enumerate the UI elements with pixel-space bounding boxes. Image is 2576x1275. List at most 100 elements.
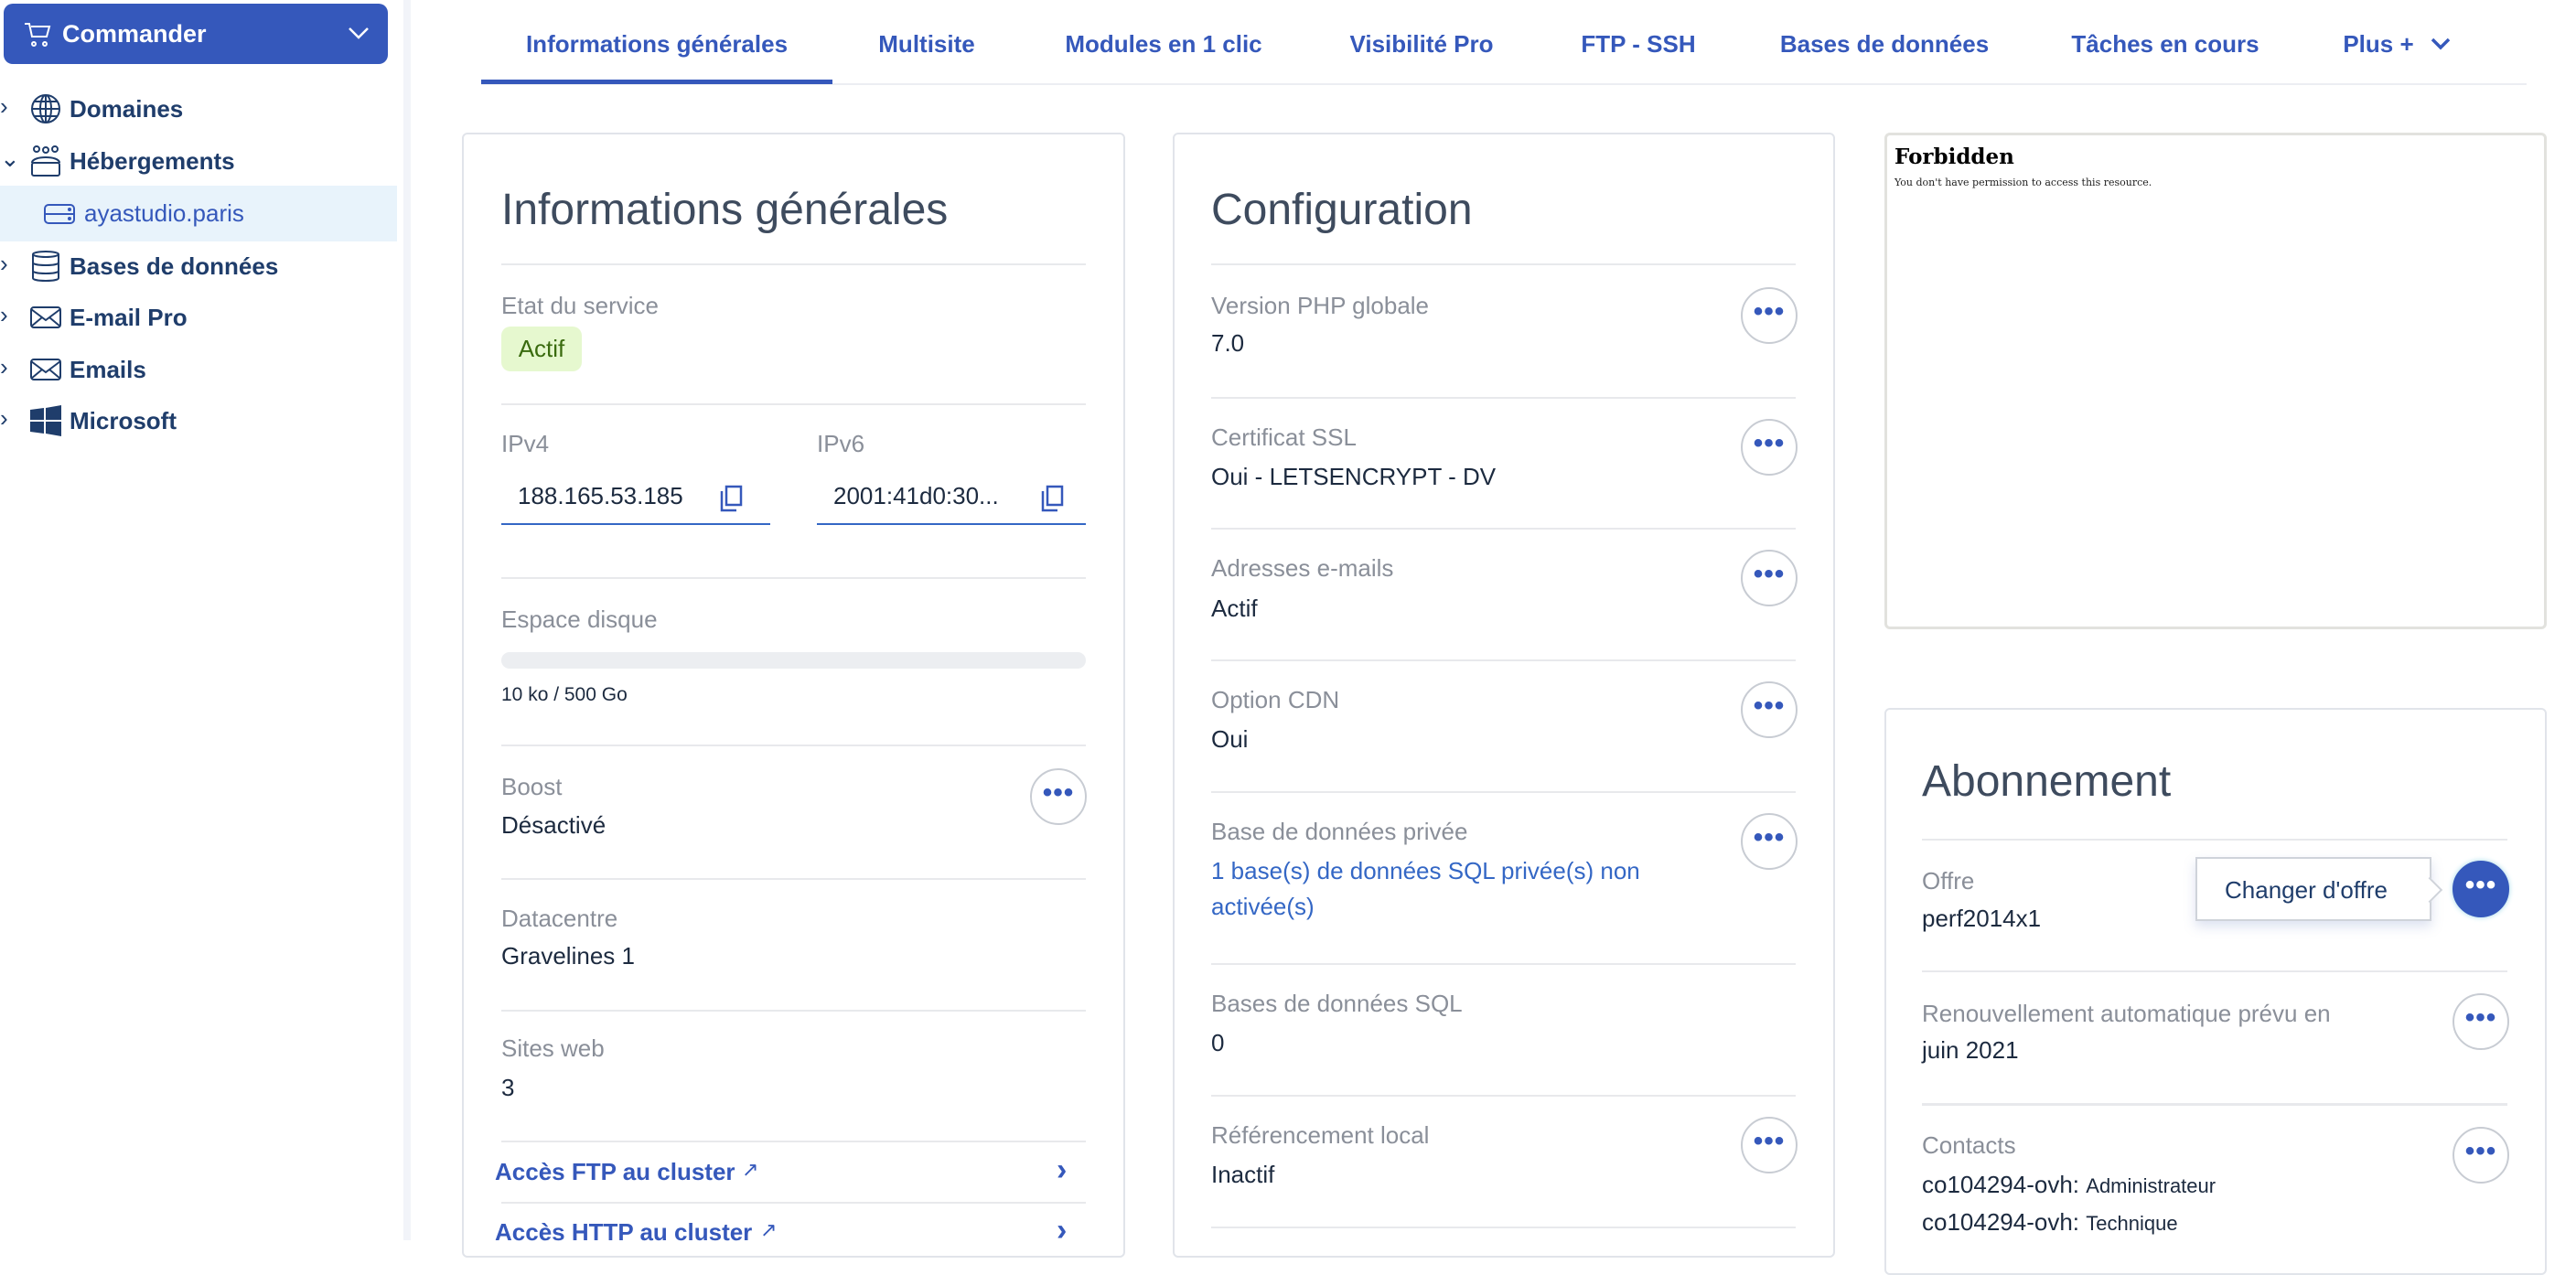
sidebar-item-label: Emails bbox=[70, 356, 146, 383]
general-info-card bbox=[462, 133, 1125, 1258]
php-actions-button[interactable]: ••• bbox=[1741, 287, 1798, 344]
sql-db-label: Bases de données SQL bbox=[1211, 990, 1463, 1017]
status-badge: Actif bbox=[501, 327, 582, 371]
cdn-label: Option CDN bbox=[1211, 686, 1340, 713]
datacenter-value: Gravelines 1 bbox=[501, 942, 635, 970]
chevron-right-icon: › bbox=[0, 250, 8, 277]
service-label: Etat du service bbox=[501, 292, 659, 319]
chevron-down-icon: ⌄ bbox=[0, 145, 20, 172]
subscription-card bbox=[1884, 708, 2547, 1275]
ssl-value: Oui - LETSENCRYPT - DV bbox=[1211, 463, 1497, 490]
tab-taches[interactable]: Tâches en cours bbox=[2071, 30, 2259, 58]
card-title: Abonnement bbox=[1922, 757, 2172, 806]
tab-bases-de-donnees[interactable]: Bases de données bbox=[1779, 30, 1990, 58]
sidebar-item-label: Microsoft bbox=[70, 407, 177, 434]
private-db-actions-button[interactable]: ••• bbox=[1741, 813, 1798, 870]
frame-message: You don't have permission to access this… bbox=[1894, 177, 2152, 188]
mail-icon bbox=[30, 306, 61, 328]
change-offer-menu-item[interactable]: Changer d'offre bbox=[2225, 876, 2388, 904]
copy-icon[interactable] bbox=[1040, 485, 1064, 512]
external-link-icon: ↗ bbox=[760, 1218, 778, 1241]
server-icon bbox=[44, 204, 75, 224]
contacts-label: Contacts bbox=[1922, 1131, 2016, 1159]
contact-item: co104294-ovh: Technique bbox=[1922, 1208, 2178, 1236]
sidebar-item-ayastudio[interactable]: ayastudio.paris bbox=[0, 186, 397, 241]
ipv6-field[interactable]: 2001:41d0:30... bbox=[817, 474, 1086, 525]
ipv4-value: 188.165.53.185 bbox=[518, 482, 683, 509]
chevron-right-icon: › bbox=[0, 404, 8, 432]
ipv6-label: IPv6 bbox=[817, 430, 865, 457]
tab-multisite[interactable]: Multisite bbox=[878, 30, 975, 58]
private-db-link-cont[interactable]: activée(s) bbox=[1211, 893, 1315, 920]
chevron-right-icon: › bbox=[0, 353, 8, 380]
tab-modules[interactable]: Modules en 1 clic bbox=[1065, 30, 1262, 58]
local-seo-actions-button[interactable]: ••• bbox=[1741, 1117, 1798, 1173]
sidebar-item-hebergements[interactable]: ⌄ Hébergements bbox=[0, 135, 397, 187]
offer-actions-button[interactable]: ••• bbox=[2453, 861, 2509, 917]
ftp-cluster-link[interactable]: Accès FTP au cluster ↗ › bbox=[495, 1153, 1086, 1190]
sidebar-item-email-pro[interactable]: › E-mail Pro bbox=[0, 292, 397, 343]
mail-icon bbox=[30, 359, 61, 380]
boost-value: Désactivé bbox=[501, 811, 606, 839]
sites-label: Sites web bbox=[501, 1034, 605, 1062]
http-cluster-link[interactable]: Accès HTTP au cluster ↗ › bbox=[495, 1214, 1086, 1250]
hosting-icon bbox=[31, 145, 60, 177]
php-version-value: 7.0 bbox=[1211, 329, 1245, 357]
sidebar: Commander › Domaines ⌄ Hébergements ayas… bbox=[0, 0, 411, 1240]
tab-plus[interactable]: Plus + bbox=[2343, 30, 2414, 58]
renewal-value: juin 2021 bbox=[1922, 1036, 2019, 1064]
sidebar-item-domaines[interactable]: › Domaines bbox=[0, 83, 397, 134]
disk-value: 10 ko / 500 Go bbox=[501, 684, 628, 705]
ipv4-label: IPv4 bbox=[501, 430, 550, 457]
order-button[interactable]: Commander bbox=[4, 4, 388, 64]
ipv4-field[interactable]: 188.165.53.185 bbox=[501, 474, 770, 525]
sidebar-item-label: Bases de données bbox=[70, 252, 279, 280]
contacts-actions-button[interactable]: ••• bbox=[2453, 1127, 2509, 1184]
boost-label: Boost bbox=[501, 773, 563, 800]
card-title: Configuration bbox=[1211, 186, 1473, 234]
renewal-label: Renouvellement automatique prévu en bbox=[1922, 1000, 2331, 1027]
ssl-actions-button[interactable]: ••• bbox=[1741, 419, 1798, 476]
sidebar-item-label: Hébergements bbox=[70, 147, 235, 175]
cdn-value: Oui bbox=[1211, 725, 1249, 753]
chevron-right-icon: › bbox=[0, 92, 8, 120]
sidebar-item-microsoft[interactable]: › Microsoft bbox=[0, 395, 397, 446]
chevron-down-icon[interactable] bbox=[2430, 37, 2452, 51]
disk-usage-bar bbox=[501, 652, 1086, 669]
sites-value: 3 bbox=[501, 1074, 515, 1101]
windows-icon bbox=[30, 405, 61, 436]
datacenter-label: Datacentre bbox=[501, 905, 618, 932]
chevron-right-icon: › bbox=[0, 301, 8, 328]
ssl-label: Certificat SSL bbox=[1211, 423, 1357, 451]
emails-value: Actif bbox=[1211, 595, 1258, 622]
renewal-actions-button[interactable]: ••• bbox=[2453, 993, 2509, 1050]
active-tab-indicator bbox=[481, 80, 832, 84]
boost-actions-button[interactable]: ••• bbox=[1030, 768, 1087, 825]
sidebar-item-label: E-mail Pro bbox=[70, 304, 188, 331]
sidebar-item-bases-de-donnees[interactable]: › Bases de données bbox=[0, 241, 397, 292]
contact-item: co104294-ovh: Administrateur bbox=[1922, 1171, 2216, 1198]
private-db-link[interactable]: 1 base(s) de données SQL privée(s) non bbox=[1211, 857, 1640, 884]
local-seo-label: Référencement local bbox=[1211, 1121, 1430, 1149]
emails-actions-button[interactable]: ••• bbox=[1741, 550, 1798, 606]
globe-icon bbox=[31, 94, 60, 123]
cart-icon bbox=[25, 23, 51, 47]
sidebar-item-emails[interactable]: › Emails bbox=[0, 344, 397, 395]
sidebar-item-label: Domaines bbox=[70, 95, 184, 123]
private-db-label: Base de données privée bbox=[1211, 818, 1468, 845]
emails-label: Adresses e-mails bbox=[1211, 554, 1394, 582]
sql-db-value: 0 bbox=[1211, 1029, 1225, 1056]
tab-ftp-ssh[interactable]: FTP - SSH bbox=[1581, 30, 1696, 58]
cdn-actions-button[interactable]: ••• bbox=[1741, 681, 1798, 738]
chevron-down-icon bbox=[349, 27, 369, 39]
disk-label: Espace disque bbox=[501, 605, 658, 633]
ipv6-value: 2001:41d0:30... bbox=[833, 482, 999, 509]
preview-frame: Forbidden You don't have permission to a… bbox=[1884, 133, 2547, 629]
offer-label: Offre bbox=[1922, 867, 1975, 895]
tab-visibilite-pro[interactable]: Visibilité Pro bbox=[1349, 30, 1494, 58]
offer-popover: Changer d'offre bbox=[2195, 857, 2443, 921]
copy-icon[interactable] bbox=[719, 485, 743, 512]
database-icon bbox=[32, 251, 59, 282]
tab-informations-generales[interactable]: Informations générales bbox=[525, 30, 789, 58]
sidebar-item-label: ayastudio.paris bbox=[84, 199, 244, 227]
